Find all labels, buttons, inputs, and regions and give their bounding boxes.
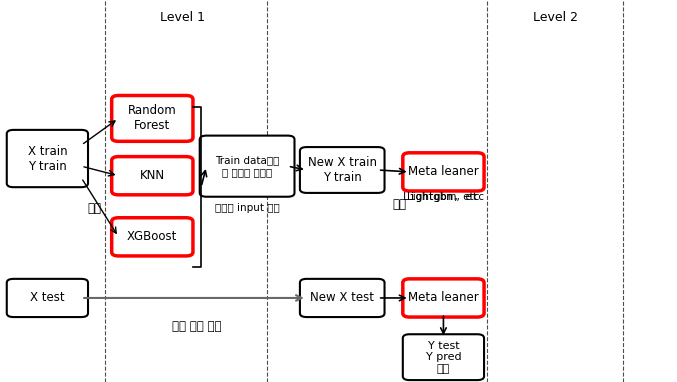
FancyBboxPatch shape (300, 279, 385, 317)
Text: Level 2: Level 2 (533, 11, 577, 24)
Text: KNN: KNN (139, 169, 165, 182)
Text: Lightgbm, etc: Lightgbm, etc (403, 192, 484, 202)
Text: Meta leaner: Meta leaner (408, 165, 479, 178)
Text: Y test
Y pred
평가: Y test Y pred 평가 (426, 341, 461, 374)
FancyBboxPatch shape (200, 136, 294, 197)
FancyBboxPatch shape (300, 147, 385, 193)
Text: Random
Forest: Random Forest (128, 104, 177, 133)
Text: XGBoost: XGBoost (127, 230, 177, 243)
Text: 새로운 input 적용: 새로운 input 적용 (215, 203, 280, 213)
Text: Train data에서
각 모델의 예측값: Train data에서 각 모델의 예측값 (215, 155, 280, 177)
FancyBboxPatch shape (112, 157, 193, 195)
Text: New X train
Y train: New X train Y train (308, 156, 376, 184)
Text: New X test: New X test (310, 291, 374, 304)
Text: Lightgbm, etc: Lightgbm, etc (408, 192, 479, 202)
Text: Meta leaner: Meta leaner (408, 291, 479, 304)
Text: X test: X test (30, 291, 65, 304)
Text: Level 1: Level 1 (160, 11, 205, 24)
FancyBboxPatch shape (7, 130, 88, 187)
FancyBboxPatch shape (7, 279, 88, 317)
Text: 위와 동일 과정: 위와 동일 과정 (171, 320, 221, 333)
FancyBboxPatch shape (112, 218, 193, 256)
Text: 학습: 학습 (88, 202, 102, 215)
FancyBboxPatch shape (112, 96, 193, 141)
Text: X train
Y train: X train Y train (28, 144, 67, 173)
FancyBboxPatch shape (403, 153, 484, 191)
FancyBboxPatch shape (403, 334, 484, 380)
Text: 학습: 학습 (393, 198, 406, 211)
FancyBboxPatch shape (403, 279, 484, 317)
